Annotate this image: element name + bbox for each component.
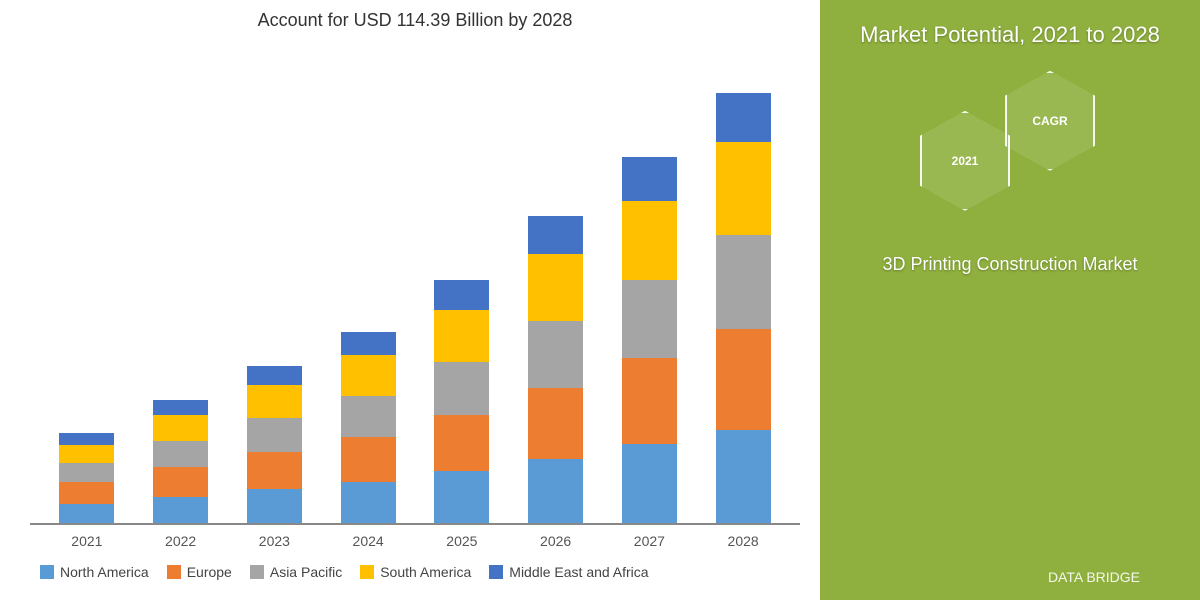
- bar-column: [427, 280, 497, 523]
- legend-item: North America: [40, 564, 149, 580]
- brand-label: DATA BRIDGE: [1048, 569, 1140, 585]
- legend-label: Asia Pacific: [270, 564, 342, 580]
- bar-segment: [59, 463, 114, 482]
- hex-year-label: 2021: [952, 154, 979, 168]
- bar-segment: [528, 254, 583, 321]
- bar-segment: [622, 157, 677, 202]
- bar-segment: [434, 471, 489, 523]
- bar-segment: [434, 310, 489, 362]
- bar-segment: [341, 482, 396, 523]
- bar-stack: [434, 280, 489, 523]
- bar-column: [239, 366, 309, 523]
- bar-segment: [716, 430, 771, 523]
- chart-panel: Account for USD 114.39 Billion by 2028 2…: [0, 0, 820, 600]
- bar-segment: [247, 366, 302, 385]
- legend-label: Europe: [187, 564, 232, 580]
- bar-segment: [434, 415, 489, 471]
- bar-segment: [153, 400, 208, 415]
- bar-segment: [59, 504, 114, 523]
- bar-segment: [153, 497, 208, 523]
- bar-stack: [247, 366, 302, 523]
- legend-item: Middle East and Africa: [489, 564, 648, 580]
- x-tick-label: 2025: [427, 533, 497, 549]
- legend-label: South America: [380, 564, 471, 580]
- bar-column: [333, 332, 403, 523]
- bar-column: [521, 216, 591, 523]
- legend-item: Asia Pacific: [250, 564, 342, 580]
- x-tick-label: 2023: [239, 533, 309, 549]
- bar-segment: [153, 415, 208, 441]
- hex-cagr-label: CAGR: [1032, 114, 1067, 128]
- bar-segment: [59, 433, 114, 444]
- bar-stack: [716, 93, 771, 523]
- bar-stack: [59, 433, 114, 523]
- bar-segment: [716, 329, 771, 430]
- bar-segment: [341, 396, 396, 437]
- legend-item: Europe: [167, 564, 232, 580]
- legend-label: Middle East and Africa: [509, 564, 648, 580]
- info-side-panel: Market Potential, 2021 to 2028 2021 CAGR…: [820, 0, 1200, 600]
- x-tick-label: 2021: [52, 533, 122, 549]
- x-tick-label: 2022: [146, 533, 216, 549]
- bar-segment: [528, 459, 583, 523]
- hexagon-graphic: 2021 CAGR: [910, 71, 1110, 231]
- bar-segment: [434, 280, 489, 310]
- chart-legend: North America Europe Asia Pacific South Ame…: [30, 564, 800, 580]
- x-tick-label: 2028: [708, 533, 778, 549]
- bar-column: [708, 93, 778, 523]
- legend-swatch: [489, 565, 503, 579]
- x-tick-label: 2027: [614, 533, 684, 549]
- bar-segment: [716, 142, 771, 235]
- bar-segment: [528, 321, 583, 388]
- bar-segment: [59, 482, 114, 504]
- bar-stack: [341, 332, 396, 523]
- bar-stack: [528, 216, 583, 523]
- legend-item: South America: [360, 564, 471, 580]
- bar-segment: [341, 355, 396, 396]
- bar-segment: [716, 93, 771, 142]
- x-tick-label: 2024: [333, 533, 403, 549]
- bar-column: [614, 157, 684, 523]
- bar-segment: [622, 358, 677, 444]
- bar-stack: [153, 400, 208, 523]
- x-tick-label: 2026: [521, 533, 591, 549]
- market-name: 3D Printing Construction Market: [882, 251, 1137, 278]
- bar-segment: [247, 489, 302, 523]
- legend-swatch: [250, 565, 264, 579]
- bar-column: [52, 433, 122, 523]
- legend-swatch: [167, 565, 181, 579]
- bar-segment: [528, 216, 583, 253]
- bar-segment: [341, 332, 396, 354]
- legend-swatch: [360, 565, 374, 579]
- bar-segment: [622, 201, 677, 280]
- side-heading: Market Potential, 2021 to 2028: [860, 20, 1160, 51]
- bar-segment: [528, 388, 583, 459]
- chart-plot-area: [30, 41, 800, 525]
- bar-segment: [247, 452, 302, 489]
- chart-title: Account for USD 114.39 Billion by 2028: [30, 10, 800, 31]
- bar-segment: [153, 441, 208, 467]
- bar-segment: [434, 362, 489, 414]
- bar-segment: [59, 445, 114, 464]
- x-axis-labels: 2021 2022 2023 2024 2025 2026 2027 2028: [30, 533, 800, 549]
- bar-segment: [622, 444, 677, 523]
- bar-column: [146, 400, 216, 523]
- legend-label: North America: [60, 564, 149, 580]
- bar-stack: [622, 157, 677, 523]
- bar-segment: [622, 280, 677, 359]
- bar-segment: [247, 385, 302, 419]
- bar-segment: [153, 467, 208, 497]
- legend-swatch: [40, 565, 54, 579]
- bar-segment: [716, 235, 771, 328]
- bar-segment: [247, 418, 302, 452]
- bar-segment: [341, 437, 396, 482]
